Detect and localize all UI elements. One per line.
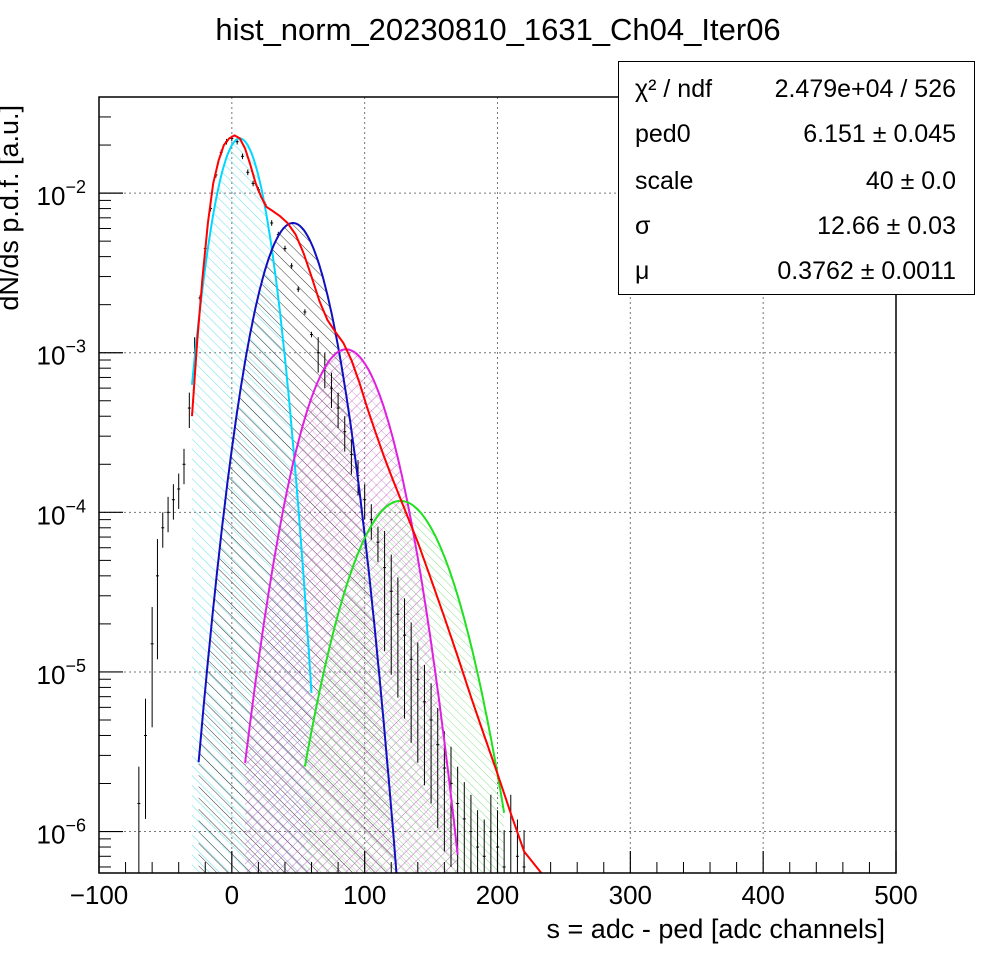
stats-value: 0.3762 ± 0.0011: [777, 257, 956, 285]
stats-value: 40 ± 0.0: [865, 167, 956, 195]
stats-value: 2.479e+04 / 526: [774, 75, 956, 103]
x-axis-label: s = adc - ped [adc channels]: [547, 914, 885, 944]
stats-name: σ: [635, 212, 651, 240]
stats-name: μ: [635, 257, 650, 285]
data-histogram: [137, 135, 526, 873]
fit-stats-box: χ² / ndf 2.479e+04 / 526 ped0 6.151 ± 0.…: [618, 61, 975, 295]
stats-row: μ 0.3762 ± 0.0011: [619, 257, 974, 297]
x-tick-label: −100: [70, 880, 129, 910]
x-tick-label: 0: [225, 880, 239, 910]
x-tick-label: 300: [609, 880, 652, 910]
component-curve: [303, 499, 506, 813]
axes: −100 0 100 200 300 400 500 10−6 10−5 10−4 10−3 10−2: [37, 96, 918, 910]
y-tick-label: 10−5: [37, 656, 86, 690]
x-tick-label: 100: [343, 880, 386, 910]
stats-row: ped0 6.151 ± 0.045: [619, 120, 974, 160]
component-curve: [191, 137, 313, 694]
stats-row: χ² / ndf 2.479e+04 / 526: [619, 75, 974, 115]
x-tick-label: 200: [476, 880, 519, 910]
stats-value: 6.151 ± 0.045: [803, 120, 956, 148]
total-fit-curve: [191, 134, 543, 873]
stats-name: scale: [635, 167, 694, 195]
stats-value: 12.66 ± 0.03: [817, 212, 956, 240]
stats-name: ped0: [635, 120, 691, 148]
x-tick-label: 500: [874, 880, 917, 910]
component-curve: [244, 348, 459, 855]
fit-curves: [191, 134, 543, 873]
y-axis-label: dN/ds p.d.f. [a.u.]: [0, 105, 24, 311]
y-tick-label: 10−2: [37, 177, 86, 211]
x-tick-label: 400: [741, 880, 784, 910]
chart-title: hist_norm_20230810_1631_Ch04_Iter06: [215, 12, 781, 47]
stats-row: σ 12.66 ± 0.03: [619, 212, 974, 252]
stats-name: χ² / ndf: [635, 75, 713, 103]
y-tick-label: 10−6: [37, 816, 86, 850]
component-curve: [197, 221, 398, 873]
y-tick-label: 10−3: [37, 337, 86, 371]
y-tick-label: 10−4: [37, 496, 86, 530]
stats-row: scale 40 ± 0.0: [619, 167, 974, 207]
